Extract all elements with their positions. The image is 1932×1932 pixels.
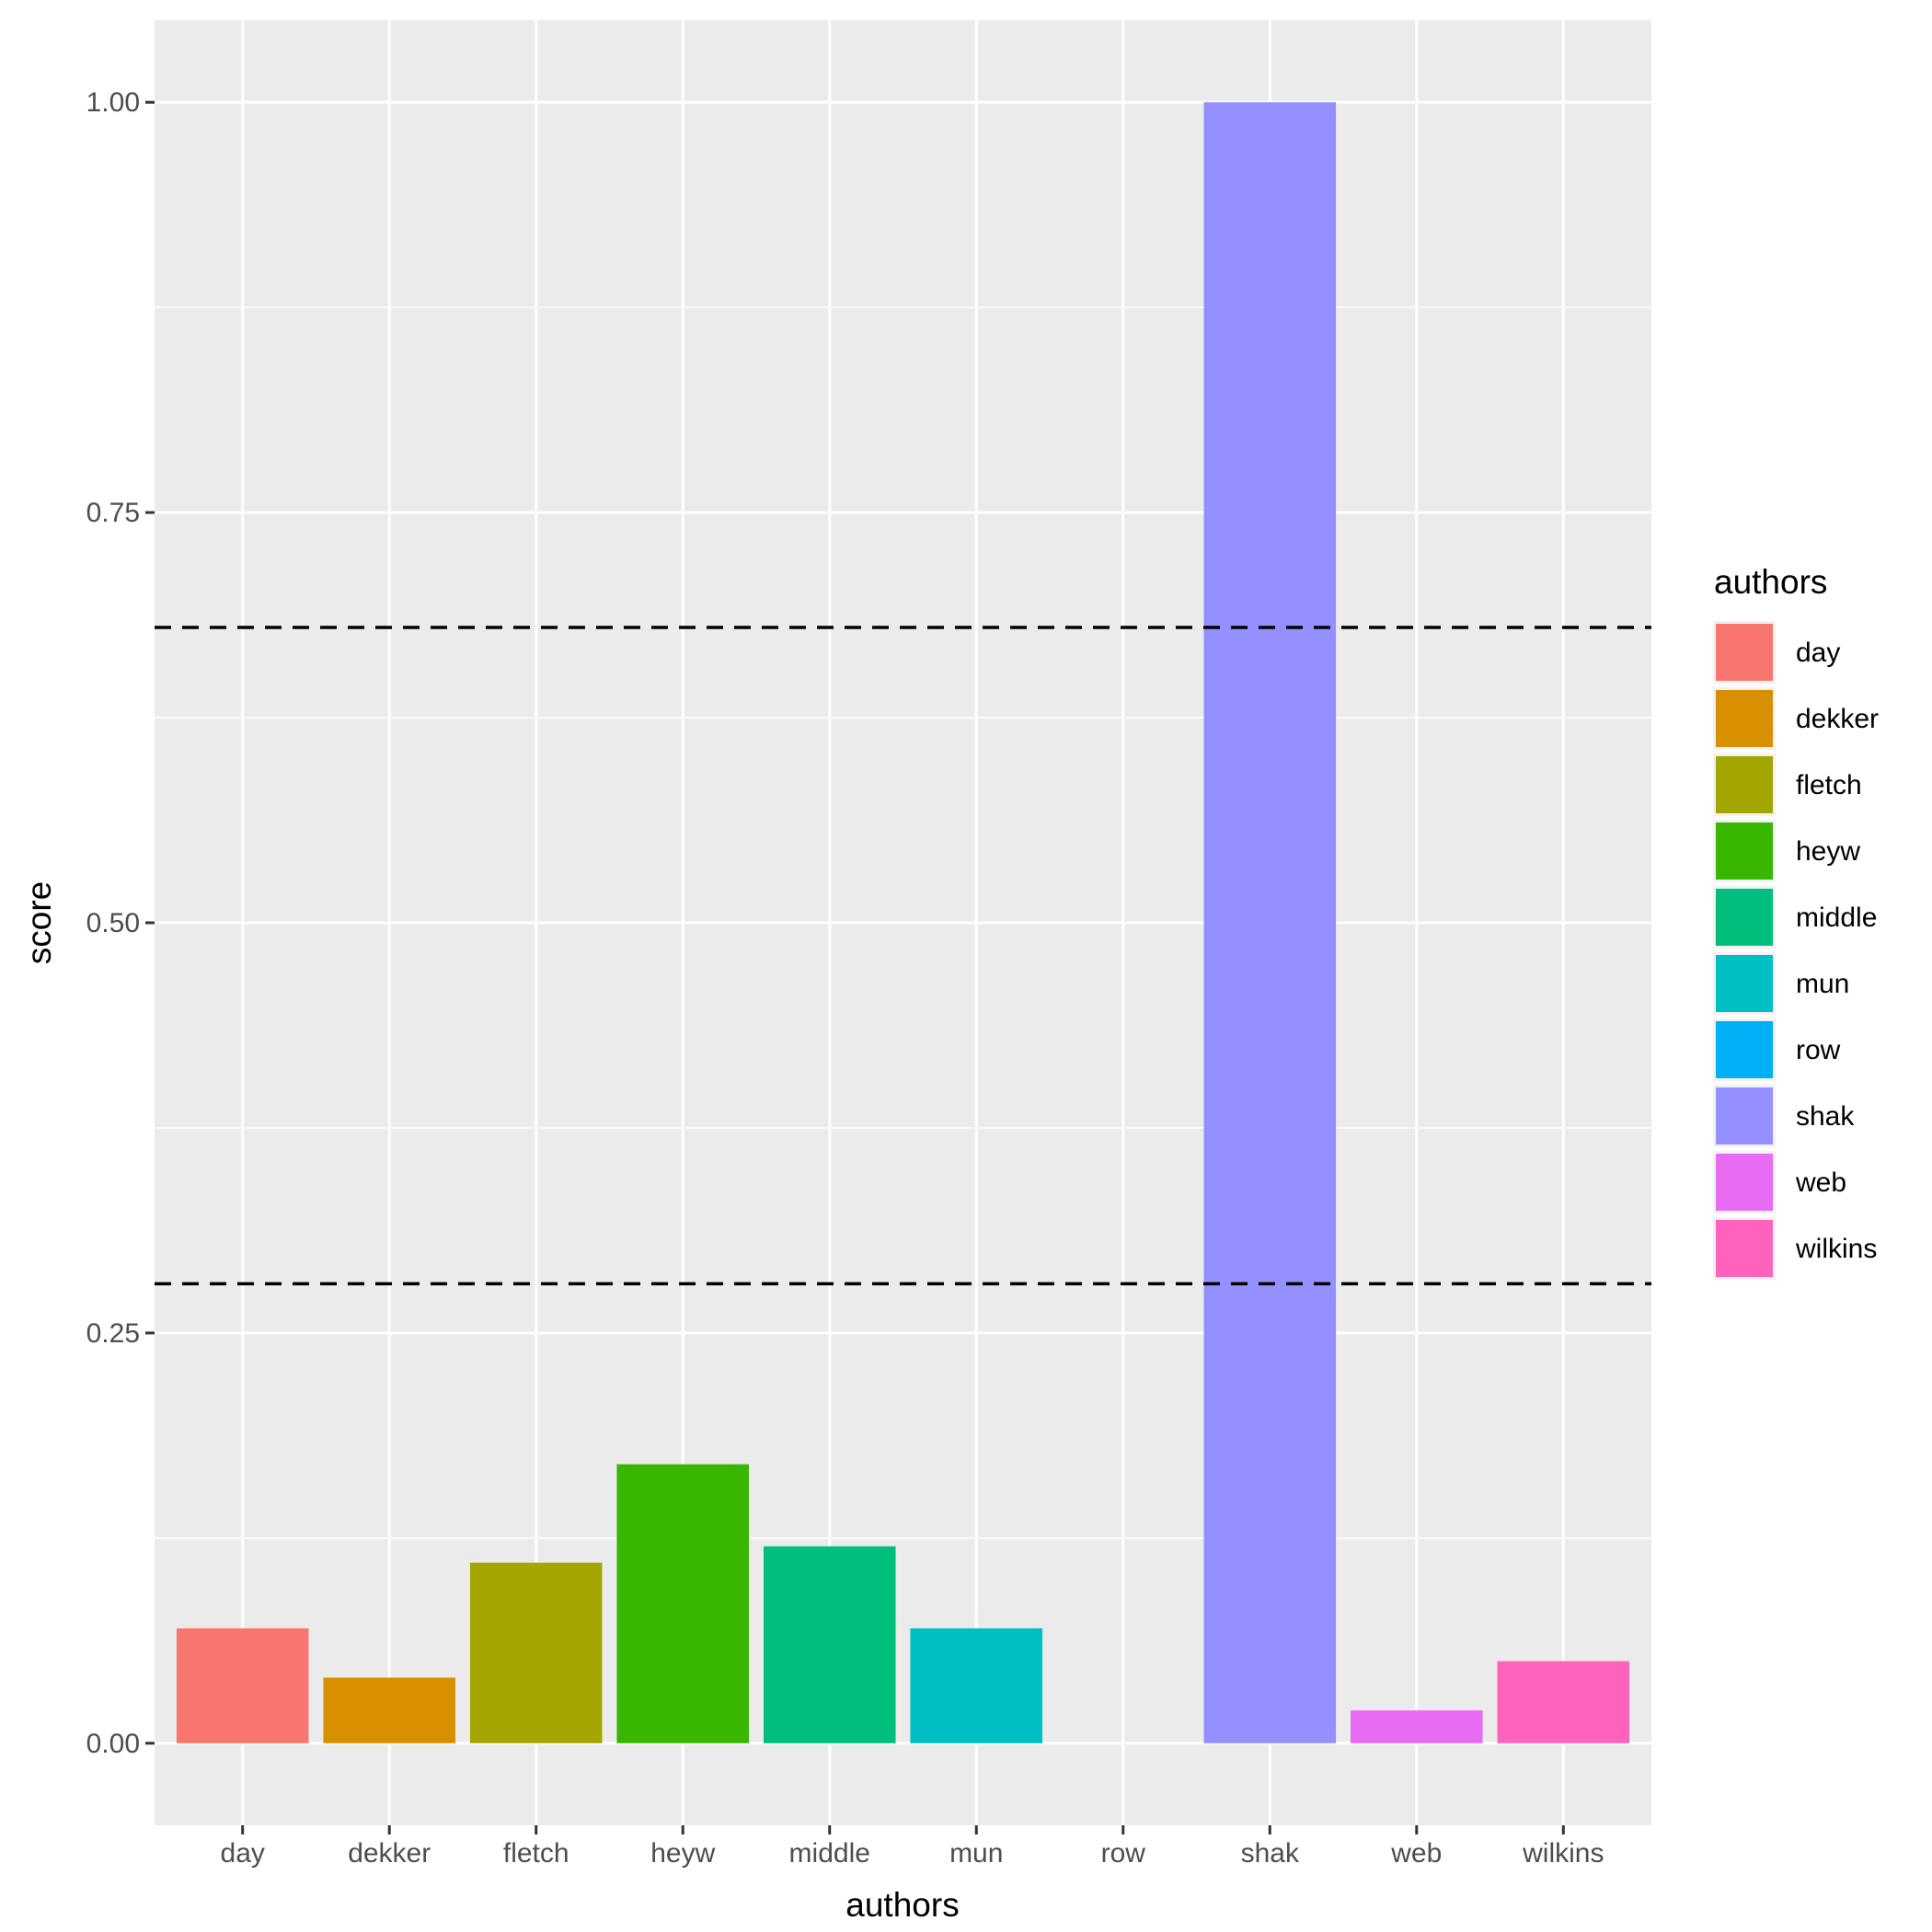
legend-label: wilkins	[1795, 1234, 1877, 1264]
legend-title: authors	[1714, 563, 1827, 601]
legend-label: middle	[1796, 903, 1877, 933]
x-axis: day dekker fletch heyw middle mun row shak web wi…	[221, 1825, 1604, 1869]
x-tick-label: dekker	[348, 1838, 431, 1869]
legend: authors day dekker fletch heyw middle mun row s…	[1713, 563, 1879, 1280]
legend-key-heyw	[1716, 822, 1773, 880]
legend-label: web	[1795, 1167, 1846, 1198]
bar-heyw	[616, 1464, 750, 1743]
y-axis-title: score	[20, 881, 58, 964]
x-tick-label: shak	[1241, 1838, 1300, 1869]
x-tick-label: heyw	[650, 1838, 715, 1869]
legend-label: heyw	[1796, 836, 1860, 867]
bar-web	[1351, 1710, 1483, 1743]
legend-key-dekker	[1716, 690, 1773, 747]
x-tick-label: row	[1101, 1838, 1146, 1869]
x-tick-label: middle	[789, 1838, 870, 1869]
x-tick-label: wilkins	[1522, 1838, 1604, 1869]
x-tick-label: day	[221, 1838, 265, 1869]
legend-key-mun	[1716, 955, 1773, 1012]
legend-label: fletch	[1796, 770, 1862, 800]
legend-label: row	[1796, 1035, 1841, 1065]
legend-key-row	[1716, 1021, 1773, 1078]
x-tick-label: mun	[949, 1838, 1003, 1869]
bars	[176, 102, 1630, 1743]
legend-key-middle	[1716, 889, 1773, 946]
legend-label: mun	[1796, 969, 1849, 999]
bar-dekker	[323, 1677, 455, 1743]
legend-key-wilkins	[1716, 1220, 1773, 1277]
bar-wilkins	[1497, 1661, 1630, 1743]
y-tick-label: 0.75	[86, 498, 140, 528]
y-tick-label: 0.00	[86, 1729, 140, 1759]
x-tick-label: web	[1390, 1838, 1442, 1869]
bar-shak	[1203, 102, 1337, 1743]
y-tick-label: 0.50	[86, 908, 140, 938]
x-tick-label: fletch	[503, 1838, 569, 1869]
reference-lines	[155, 626, 1651, 1286]
bar-fletch	[469, 1562, 603, 1743]
major-gridlines	[155, 20, 1651, 1825]
legend-label: dekker	[1796, 704, 1879, 734]
minor-gridlines	[155, 306, 1651, 1539]
bar-mun	[910, 1627, 1043, 1743]
legend-label: shak	[1796, 1101, 1855, 1132]
x-axis-title: authors	[845, 1886, 959, 1924]
y-tick-label: 0.25	[86, 1318, 140, 1349]
legend-key-fletch	[1716, 756, 1773, 813]
legend-label: day	[1796, 638, 1840, 668]
legend-key-shak	[1716, 1087, 1773, 1144]
legend-key-day	[1716, 624, 1773, 681]
bar-day	[176, 1627, 309, 1743]
y-tick-label: 1.00	[86, 87, 140, 118]
legend-key-web	[1716, 1154, 1773, 1211]
bar-middle	[763, 1546, 896, 1743]
y-axis: 0.00 0.25 0.50 0.75 1.00	[86, 87, 155, 1759]
